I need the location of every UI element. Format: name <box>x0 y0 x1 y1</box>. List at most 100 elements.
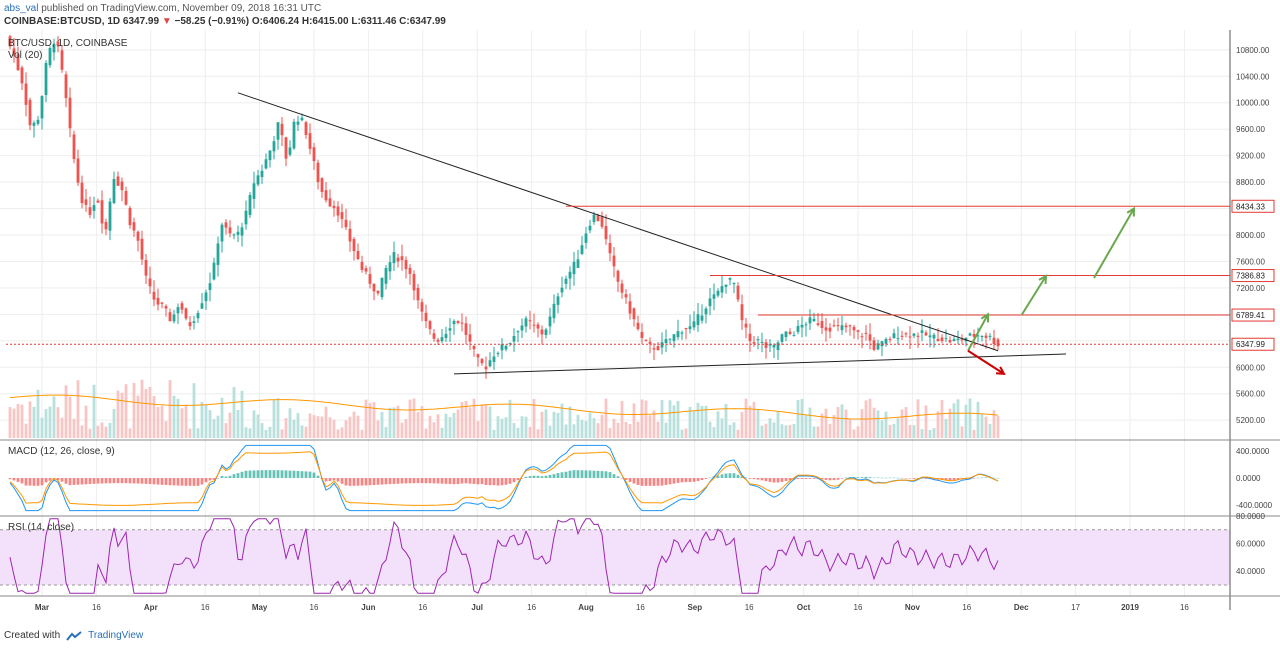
legend-macd: MACD (12, 26, close, 9) <box>8 446 115 457</box>
volume-bar <box>648 415 652 438</box>
candle-body <box>216 243 220 265</box>
macd-histogram-bar <box>44 478 48 483</box>
volume-bar <box>796 400 800 438</box>
volume-bar <box>380 411 384 438</box>
macd-histogram-bar <box>380 478 384 485</box>
candle-body <box>124 191 128 205</box>
price-level-tag <box>1231 269 1275 283</box>
macd-histogram-bar <box>160 478 164 485</box>
macd-histogram-bar <box>232 474 236 478</box>
macd-histogram-bar <box>828 478 832 481</box>
candle-body <box>756 339 760 341</box>
volume-bar <box>228 412 232 438</box>
volume-bar <box>168 380 172 438</box>
candle-body <box>412 273 416 291</box>
candle-body <box>588 225 592 231</box>
volume-bar <box>588 412 592 438</box>
macd-histogram-bar <box>704 478 708 479</box>
macd-histogram-bar <box>80 478 84 485</box>
candle-body <box>624 294 628 298</box>
candle-body <box>356 250 360 260</box>
candle-body <box>820 321 824 328</box>
macd-histogram-bar <box>192 478 196 486</box>
macd-histogram-bar <box>860 477 864 478</box>
candle-body <box>16 54 20 71</box>
volume-bar <box>376 420 380 438</box>
volume-bar <box>920 429 924 438</box>
volume-bar <box>804 415 808 438</box>
time-tick-label: Mar <box>35 603 49 612</box>
macd-histogram-bar <box>644 478 648 486</box>
macd-histogram-bar <box>744 477 748 478</box>
volume-bar <box>128 428 132 438</box>
candle-body <box>696 314 700 325</box>
volume-bar <box>512 423 516 438</box>
candle-body <box>944 338 948 340</box>
macd-histogram-bar <box>736 474 740 478</box>
author-name[interactable]: abs_val <box>4 3 39 14</box>
volume-bar <box>244 427 248 438</box>
volume-bar <box>552 411 556 438</box>
macd-histogram-bar <box>364 478 368 486</box>
time-tick-label: 16 <box>92 603 101 612</box>
macd-histogram-bar <box>72 478 76 485</box>
time-tick-label: Jun <box>361 603 375 612</box>
macd-histogram-bar <box>624 478 628 480</box>
candle-body <box>740 304 744 321</box>
candle-body <box>700 315 704 321</box>
candle-body <box>556 296 560 305</box>
macd-histogram-bar <box>148 478 152 485</box>
rsi-tick-label: 80.0000 <box>1236 512 1265 521</box>
macd-histogram-bar <box>340 478 344 484</box>
candle-body <box>228 227 232 234</box>
volume-bar <box>708 421 712 438</box>
footer-brand[interactable]: TradingView <box>88 630 144 641</box>
candle-body <box>144 259 148 276</box>
macd-histogram-bar <box>304 471 308 478</box>
macd-histogram-bar <box>228 475 232 478</box>
macd-histogram-bar <box>724 473 728 478</box>
macd-histogram-bar <box>356 478 360 486</box>
macd-histogram-bar <box>740 476 744 478</box>
candle-body <box>328 198 332 207</box>
candle-body <box>48 47 52 66</box>
candle-body <box>500 344 504 351</box>
volume-bar <box>120 392 124 438</box>
volume-bar <box>700 405 704 438</box>
macd-histogram-bar <box>764 478 768 482</box>
macd-histogram-bar <box>500 478 504 486</box>
macd-histogram-bar <box>772 478 776 483</box>
candle-body <box>580 245 584 254</box>
macd-histogram-bar <box>804 478 808 479</box>
macd-histogram-bar <box>716 475 720 478</box>
macd-histogram-bar <box>728 473 732 478</box>
candle-body <box>996 339 1000 347</box>
volume-bar <box>972 429 976 438</box>
time-tick-label: Apr <box>144 603 158 612</box>
volume-bar <box>424 428 428 438</box>
volume-bar <box>816 426 820 438</box>
volume-bar <box>344 420 348 438</box>
candle-body <box>140 238 144 260</box>
volume-bar <box>680 429 684 438</box>
candle-body <box>252 183 256 199</box>
candle-body <box>44 63 48 96</box>
volume-bar <box>260 423 264 438</box>
macd-histogram-bar <box>344 478 348 486</box>
macd-histogram-bar <box>388 478 392 485</box>
volume-bar <box>540 411 544 438</box>
macd-histogram-bar <box>560 472 564 478</box>
low-value: L:6311.46 <box>351 16 397 27</box>
volume-bar <box>24 423 28 438</box>
volume-bar <box>608 428 612 438</box>
ohlc-line: COINBASE:BTCUSD, 1D 6347.99 ▼ −58.25 (−0… <box>4 16 446 27</box>
candle-body <box>716 290 720 296</box>
volume-bar <box>272 399 276 438</box>
chart-canvas[interactable]: 10800.00 10400.00 10000.00 9600.00 9200.00 88… <box>0 30 1280 628</box>
macd-histogram-bar <box>136 478 140 484</box>
candle-body <box>684 328 688 330</box>
volume-bar <box>964 404 968 438</box>
candle-body <box>956 338 960 341</box>
volume-bar <box>504 417 508 438</box>
volume-bar <box>488 406 492 438</box>
